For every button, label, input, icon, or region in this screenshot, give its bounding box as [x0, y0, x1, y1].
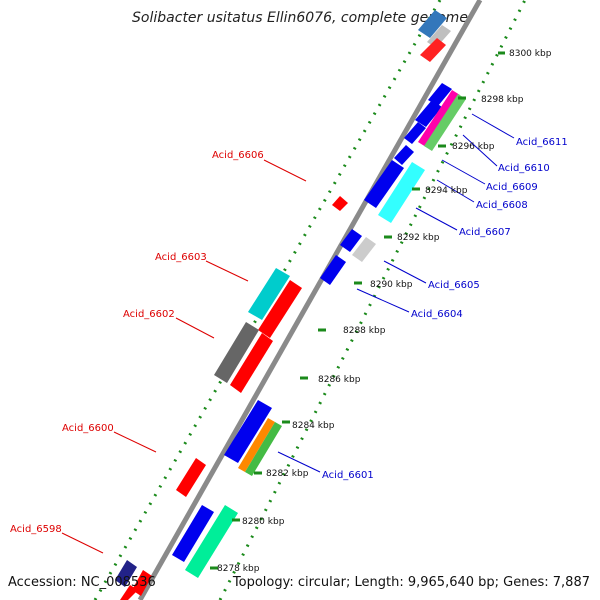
- map-title: Solibacter usitatus Ellin6076, complete …: [132, 10, 468, 26]
- gene-tile[interactable]: [378, 162, 425, 223]
- gene-label-right[interactable]: Acid_6604: [411, 309, 463, 320]
- topology-text: Topology: circular; Length: 9,965,640 bp…: [232, 575, 590, 590]
- gene-tile[interactable]: [404, 122, 426, 144]
- gene-tile[interactable]: [340, 229, 362, 252]
- gene-tile[interactable]: [418, 90, 460, 147]
- gene-label-left[interactable]: Acid_6598: [10, 524, 62, 535]
- accession-text: Accession: NC_008536: [8, 575, 156, 590]
- gene-tile[interactable]: [320, 255, 346, 285]
- gene-tile[interactable]: [418, 10, 447, 38]
- gene-tiles: [115, 10, 466, 600]
- tick-label: 8298 kbp: [481, 95, 524, 105]
- gene-label-right[interactable]: Acid_6601: [322, 470, 374, 481]
- gene-tile[interactable]: [394, 145, 414, 165]
- gene-tile[interactable]: [424, 94, 466, 151]
- gene-tile[interactable]: [224, 400, 272, 463]
- tick-label: 8284 kbp: [292, 421, 335, 431]
- gene-tile[interactable]: [332, 196, 348, 211]
- gene-label-right[interactable]: Acid_6609: [486, 182, 538, 193]
- gene-label-left[interactable]: Acid_6603: [155, 252, 207, 263]
- gene-tile[interactable]: [176, 458, 206, 497]
- gene-tile[interactable]: [248, 268, 290, 320]
- gene-tile[interactable]: [230, 333, 273, 393]
- gene-tile[interactable]: [415, 100, 442, 127]
- tick-marks: [210, 51, 505, 570]
- gene-label-left[interactable]: Acid_6606: [212, 150, 264, 161]
- gene-tile[interactable]: [258, 280, 302, 338]
- gene-label-left[interactable]: Acid_6602: [123, 309, 175, 320]
- tick-label: 8290 kbp: [370, 280, 413, 290]
- gene-tile[interactable]: [364, 160, 404, 208]
- gene-tile[interactable]: [120, 585, 138, 600]
- outer-tick-rail: [218, 0, 527, 600]
- gene-tile[interactable]: [185, 505, 238, 578]
- genome-backbone: [137, 0, 483, 600]
- gene-tile[interactable]: [245, 422, 282, 476]
- gene-tile[interactable]: [238, 418, 275, 472]
- gene-label-right[interactable]: Acid_6605: [428, 280, 480, 291]
- gene-label-left[interactable]: Acid_6600: [62, 423, 114, 434]
- tick-label: 8300 kbp: [509, 49, 552, 59]
- gene-label-right[interactable]: Acid_6610: [498, 163, 550, 174]
- tick-label: 8280 kbp: [242, 517, 285, 527]
- tick-label: 8278 kbp: [217, 564, 260, 574]
- gene-tile[interactable]: [428, 83, 452, 106]
- gene-label-right[interactable]: Acid_6611: [516, 137, 568, 148]
- tick-label: 8296 kbp: [452, 142, 495, 152]
- gene-label-right[interactable]: Acid_6608: [476, 200, 528, 211]
- label-connectors: [61, 113, 515, 554]
- tick-label: 8292 kbp: [397, 233, 440, 243]
- gene-tile[interactable]: [115, 560, 137, 587]
- tick-label: 8282 kbp: [266, 469, 309, 479]
- tick-label: 8288 kbp: [343, 326, 386, 336]
- gene-tile[interactable]: [420, 38, 446, 62]
- gene-tile[interactable]: [214, 322, 259, 383]
- tick-label: 8286 kbp: [318, 375, 361, 385]
- gene-tile[interactable]: [172, 505, 214, 562]
- gene-tile[interactable]: [352, 237, 376, 262]
- gene-label-right[interactable]: Acid_6607: [459, 227, 511, 238]
- tick-label: 8294 kbp: [425, 186, 468, 196]
